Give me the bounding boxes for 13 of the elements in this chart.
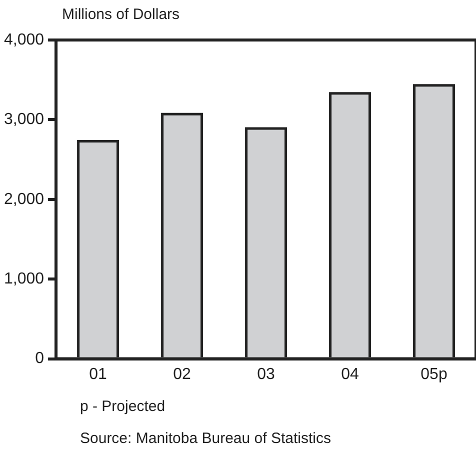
y-tick-label: 3,000 bbox=[4, 111, 44, 128]
y-axis-title: Millions of Dollars bbox=[62, 6, 180, 23]
y-tick-label: 4,000 bbox=[4, 31, 44, 48]
y-tick-label: 0 bbox=[35, 350, 44, 368]
x-tick-label: 04 bbox=[341, 366, 360, 383]
x-tick-label: 03 bbox=[257, 366, 276, 383]
y-tick-label: 2,000 bbox=[4, 190, 44, 208]
source-note: Source: Manitoba Bureau of Statistics bbox=[80, 430, 331, 447]
x-tick-label: 05p bbox=[420, 366, 448, 383]
y-tick-label: 1,000 bbox=[4, 270, 44, 288]
text: p - Projected bbox=[80, 398, 166, 415]
x-tick-label: 02 bbox=[173, 366, 192, 383]
x-tick-label: 01 bbox=[89, 366, 108, 383]
